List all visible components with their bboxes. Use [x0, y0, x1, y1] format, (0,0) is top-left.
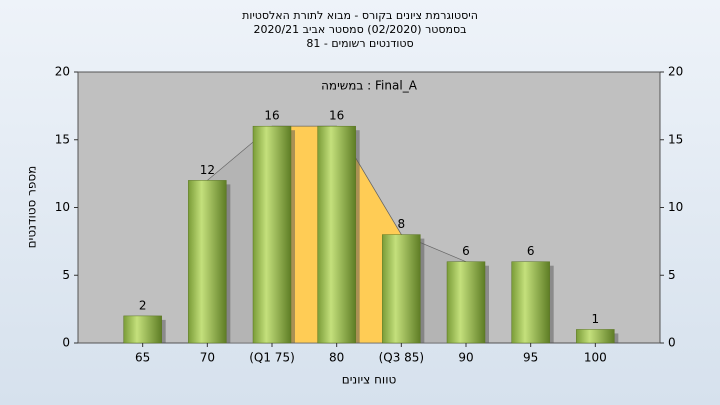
x-tick-label: 70: [200, 351, 215, 365]
y2-tick-label: 0: [668, 336, 676, 350]
y-tick-label: 20: [55, 65, 70, 79]
y-axis-label: מספר סטודנטים: [25, 166, 39, 249]
value-label: 16: [329, 109, 344, 123]
x-tick-label: 100: [584, 351, 607, 365]
value-label: 8: [398, 217, 406, 231]
annotation: במשימה : Final_A: [321, 79, 418, 93]
y-tick-label: 0: [62, 336, 70, 350]
bar: [123, 315, 162, 344]
bar: [317, 125, 356, 344]
bar: [252, 125, 292, 344]
x-axis-label: טווח ציונים: [342, 373, 397, 387]
x-tick-label: 95: [523, 351, 538, 365]
bar: [446, 261, 486, 344]
y2-tick-label: 15: [668, 132, 683, 146]
x-tick-label: (Q3 85): [379, 351, 425, 365]
bar: [576, 329, 615, 344]
value-label: 6: [527, 244, 535, 258]
y-tick-label: 15: [55, 132, 70, 146]
value-label: 16: [264, 109, 279, 123]
y-tick-label: 10: [55, 200, 70, 214]
bar: [382, 234, 421, 344]
y2-tick-label: 5: [668, 268, 676, 282]
title-line: בסמסטר (02/2020) סמסטר אביב 2020/21: [253, 23, 466, 36]
x-tick-label: 65: [135, 351, 150, 365]
y2-tick-label: 20: [668, 65, 683, 79]
bar: [188, 180, 227, 344]
title-line: סטודנטים רשומים - 81: [306, 37, 413, 50]
value-label: 2: [139, 298, 147, 312]
title-line: היסטוגרמת ציונים בקורס - מבוא לתורת האלס…: [242, 9, 478, 22]
y-tick-label: 5: [62, 268, 70, 282]
x-tick-label: 80: [329, 351, 344, 365]
value-label: 1: [592, 312, 600, 326]
value-label: 6: [462, 244, 470, 258]
y2-tick-label: 10: [668, 200, 683, 214]
bar: [511, 261, 550, 344]
x-tick-label: 90: [458, 351, 473, 365]
x-tick-label: (Q1 75): [249, 351, 295, 365]
value-label: 12: [200, 163, 215, 177]
